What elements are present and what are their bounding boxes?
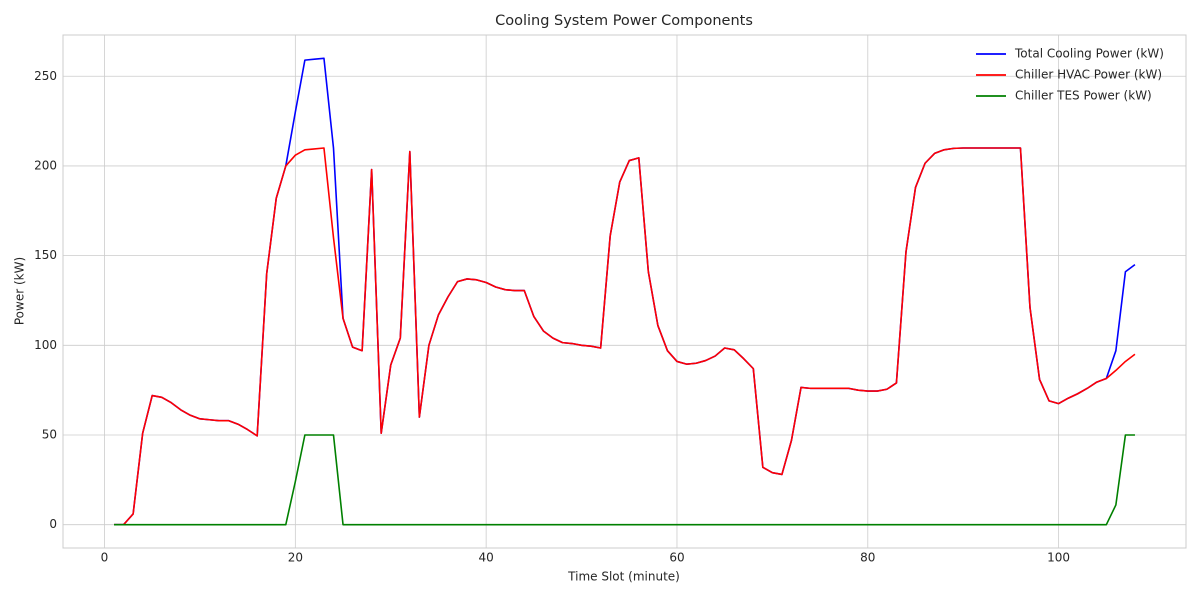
data-line [114, 434, 1135, 526]
x-tick-label: 0 [101, 551, 109, 565]
y-tick-label: 50 [42, 427, 57, 441]
legend-label: Chiller TES Power (kW) [1015, 89, 1152, 103]
y-tick-label: 150 [34, 248, 57, 262]
plot-frame [62, 34, 1187, 549]
x-axis-label: Time Slot (minute) [567, 570, 680, 584]
chart-title: Cooling System Power Components [495, 13, 753, 29]
y-tick-label: 250 [34, 69, 57, 83]
y-tick-label: 200 [34, 158, 57, 172]
x-tick-label: 80 [860, 551, 875, 565]
y-axis-label: Power (kW) [13, 257, 27, 325]
x-tick-label: 60 [669, 551, 684, 565]
data-line [114, 57, 1136, 526]
legend-label: Total Cooling Power (kW) [1014, 47, 1164, 61]
legend-label: Chiller HVAC Power (kW) [1015, 68, 1162, 82]
x-tick-label: 40 [479, 551, 494, 565]
data-line [114, 147, 1136, 526]
x-tick-label: 20 [288, 551, 303, 565]
x-tick-label: 100 [1047, 551, 1070, 565]
y-tick-label: 0 [49, 517, 57, 531]
y-tick-label: 100 [34, 338, 57, 352]
